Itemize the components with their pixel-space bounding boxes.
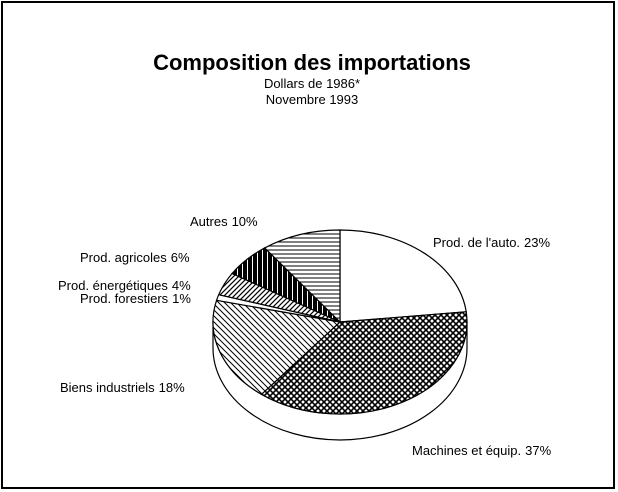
slice-value: 18%	[159, 380, 185, 395]
chart-title: Composition des importations	[153, 50, 471, 75]
pie-slice	[212, 299, 342, 396]
slice-name: Prod. énergétiques	[58, 278, 168, 293]
slice-label: Prod. de l'auto. 23%	[433, 235, 551, 250]
slice-name: Prod. agricoles	[80, 250, 167, 265]
slice-value: 4%	[172, 278, 191, 293]
slice-name: Autres	[190, 214, 228, 229]
slice-value: 10%	[232, 214, 258, 229]
slice-name: Biens industriels	[60, 380, 155, 395]
slice-value: 23%	[524, 235, 550, 250]
slice-label: Machines et équip. 37%	[412, 443, 552, 458]
pie-slice	[339, 229, 467, 323]
slice-label: Biens industriels 18%	[60, 380, 185, 395]
slice-label: Prod. forestiers 1%	[80, 291, 191, 306]
slice-name: Machines et équip.	[412, 443, 521, 458]
slice-label: Prod. agricoles 6%	[80, 250, 190, 265]
pie-slice	[260, 311, 468, 415]
slice-label: Prod. énergétiques 4%	[58, 278, 191, 293]
slice-name: Prod. forestiers	[80, 291, 169, 306]
slice-value: 37%	[525, 443, 551, 458]
slice-name: Prod. de l'auto.	[433, 235, 520, 250]
slice-value: 6%	[171, 250, 190, 265]
pie-slice	[263, 229, 341, 324]
slice-value: 1%	[172, 291, 191, 306]
slice-label: Autres 10%	[190, 214, 258, 229]
chart-subtitle: Novembre 1993	[266, 92, 359, 107]
chart-subtitle: Dollars de 1986*	[264, 76, 360, 91]
